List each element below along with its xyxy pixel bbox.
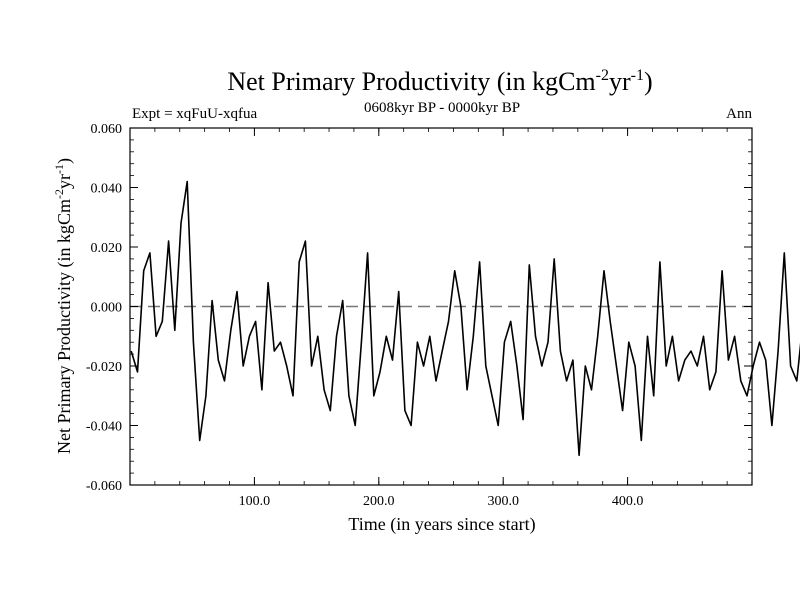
y-tick-label: 0.000: [91, 301, 123, 316]
y-tick-label: -0.040: [86, 420, 122, 435]
chart-title: Net Primary Productivity (in kgCm-2yr-1): [227, 67, 652, 96]
series-line-0: [130, 180, 800, 457]
experiment-label: Expt = xqFuU-xqfua: [132, 106, 257, 122]
y-tick-label: 0.020: [91, 241, 123, 256]
y-tick-label: -0.060: [86, 479, 122, 494]
chart-title-sup1: -2: [596, 67, 609, 84]
y-axis-label-sup2: -1: [52, 164, 66, 174]
x-tick-label: 100.0: [239, 494, 271, 509]
x-tick-label: 200.0: [363, 494, 395, 509]
chart-title-mid: yr: [609, 67, 631, 96]
y-axis-label-close: ): [54, 158, 75, 164]
chart-subtitle: 0608kyr BP - 0000kyr BP: [364, 100, 520, 116]
chart-title-sup2: -1: [631, 67, 644, 84]
x-axis-label: Time (in years since start): [348, 514, 535, 535]
chart-title-close: ): [644, 67, 653, 96]
y-axis-label: Net Primary Productivity (in kgCm-2yr-1): [52, 158, 75, 454]
y-tick-label: -0.020: [86, 360, 122, 375]
y-axis-label-main: Net Primary Productivity (in kgCm: [54, 199, 75, 454]
y-tick-label: 0.040: [91, 182, 123, 197]
x-tick-label: 300.0: [487, 494, 519, 509]
x-tick-label: 400.0: [612, 494, 644, 509]
season-label: Ann: [726, 106, 752, 122]
plot-layer: 0.060 0.040 0.020 0.000 -0.020 -0.040 -0.060 10…: [86, 122, 800, 509]
y-axis-label-mid: yr: [54, 174, 74, 189]
y-tick-label: 0.060: [91, 122, 123, 137]
y-axis-label-sup1: -2: [52, 189, 66, 199]
chart-title-main: Net Primary Productivity (in kgCm: [227, 67, 595, 96]
